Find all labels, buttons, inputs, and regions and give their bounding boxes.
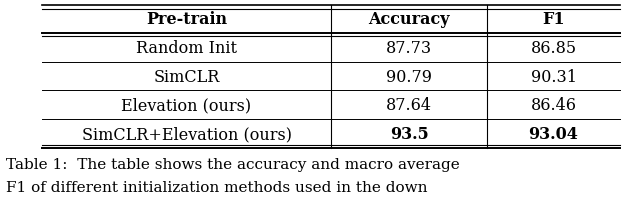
- Text: 90.79: 90.79: [386, 68, 432, 85]
- Text: F1: F1: [542, 11, 565, 28]
- Text: 93.04: 93.04: [529, 126, 579, 143]
- Text: Accuracy: Accuracy: [368, 11, 450, 28]
- Text: 87.64: 87.64: [386, 97, 432, 114]
- Text: 86.46: 86.46: [531, 97, 577, 114]
- Text: Table 1:  The table shows the accuracy and macro average: Table 1: The table shows the accuracy an…: [6, 158, 460, 172]
- Text: Elevation (ours): Elevation (ours): [121, 97, 251, 114]
- Text: SimCLR: SimCLR: [153, 68, 219, 85]
- Text: 86.85: 86.85: [530, 40, 577, 57]
- Text: 87.73: 87.73: [386, 40, 432, 57]
- Text: 93.5: 93.5: [390, 126, 428, 143]
- Text: 90.31: 90.31: [531, 68, 577, 85]
- Text: F1 of different initialization methods used in the down: F1 of different initialization methods u…: [6, 181, 427, 195]
- Text: SimCLR+Elevation (ours): SimCLR+Elevation (ours): [82, 126, 292, 143]
- Text: Pre-train: Pre-train: [146, 11, 227, 28]
- Text: Random Init: Random Init: [136, 40, 237, 57]
